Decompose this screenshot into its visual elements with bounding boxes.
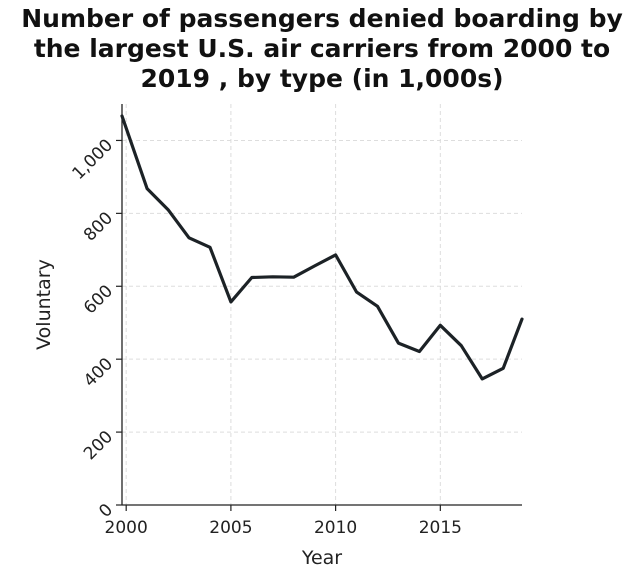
chart-title: Number of passengers denied boarding by …: [0, 4, 644, 94]
y-tick-label: 400: [80, 354, 117, 391]
y-tick-label: 1,000: [69, 135, 118, 184]
series-line: [120, 114, 524, 381]
y-tick-label: 600: [80, 281, 117, 318]
x-tick-label: 2005: [209, 518, 252, 538]
chart-title-line-2: the largest U.S. air carriers from 2000 …: [33, 34, 611, 63]
x-axis-title: Year: [301, 547, 342, 569]
y-axis-title: Voluntary: [33, 259, 55, 350]
axes: [116, 104, 522, 511]
x-tick-label: 2010: [314, 518, 357, 538]
y-tick-label: 800: [80, 208, 117, 245]
data-series: [120, 114, 524, 381]
y-tick-label: 200: [80, 427, 117, 464]
x-tick-label: 2015: [419, 518, 462, 538]
x-tick-label: 2000: [105, 518, 148, 538]
grid-lines: [122, 104, 522, 505]
chart-title-line-3: 2019 , by type (in 1,000s): [140, 64, 504, 93]
chart-title-line-1: Number of passengers denied boarding by: [21, 4, 623, 33]
